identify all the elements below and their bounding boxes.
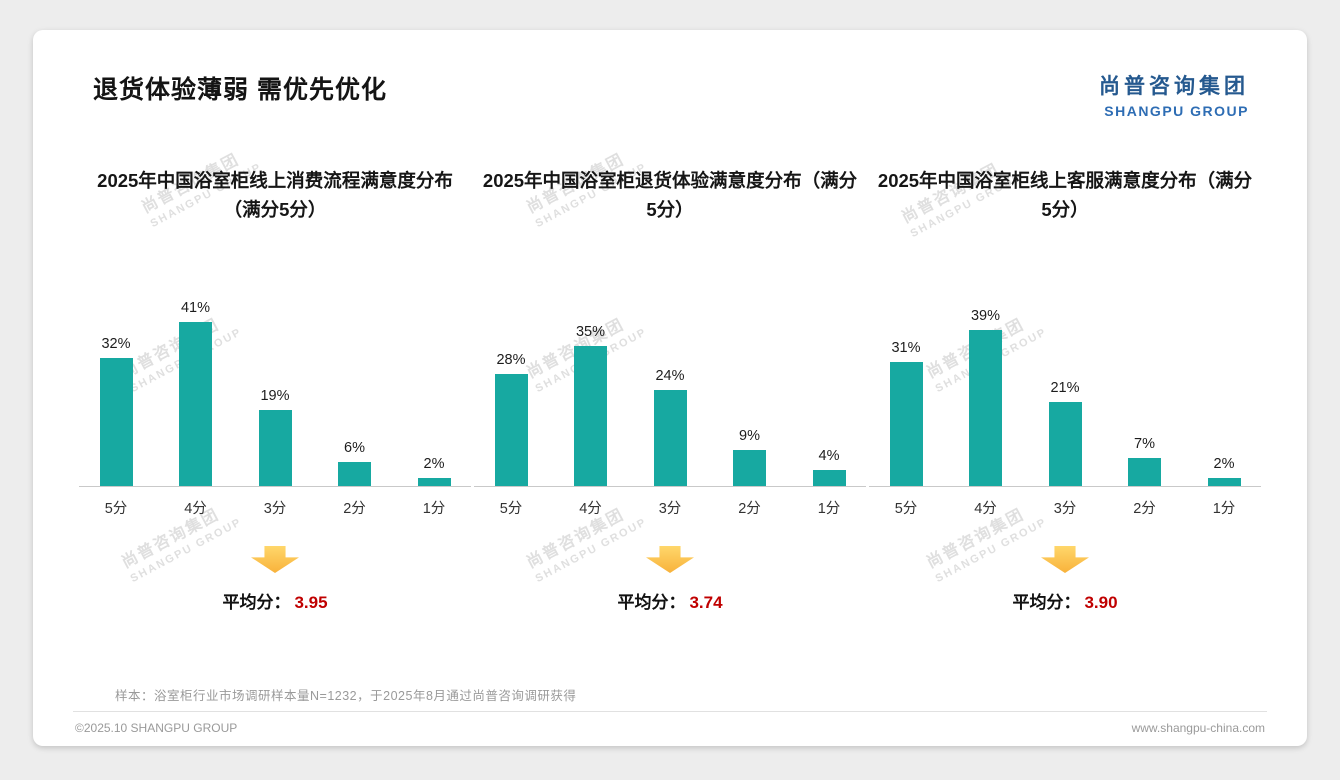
- bar: [99, 358, 133, 486]
- bar-column: 2%: [405, 456, 463, 486]
- chart-online-consumption-flow: 2025年中国浴室柜线上消费流程满意度分布（满分5分） 32% 41% 19% 6% 2…: [79, 167, 471, 613]
- page-title: 退货体验薄弱 需优先优化: [93, 76, 387, 104]
- bar-column: 39%: [957, 308, 1015, 486]
- category-label: 3分: [263, 501, 287, 517]
- average-value: 3.90: [1084, 593, 1118, 612]
- chart-title: 2025年中国浴室柜线上客服满意度分布（满分5分）: [877, 170, 1253, 220]
- chart-title: 2025年中国浴室柜线上消费流程满意度分布（满分5分）: [97, 170, 453, 220]
- bar: [1128, 458, 1161, 486]
- bars: 31% 39% 21% 7% 2%: [869, 291, 1261, 487]
- bar-column: 32%: [87, 336, 145, 486]
- bar-column: 9%: [721, 428, 779, 486]
- bar-column: 35%: [562, 324, 620, 486]
- website-link[interactable]: www.shangpu-china.com: [1131, 721, 1265, 735]
- category-label: 2分: [1133, 501, 1156, 517]
- bar-value-label: 19%: [260, 388, 290, 404]
- footer: ©2025.10 SHANGPU GROUP www.shangpu-china…: [75, 721, 1265, 735]
- category-label: 4分: [184, 501, 207, 517]
- average-label: 平均分：: [1012, 593, 1081, 612]
- bars: 32% 41% 19% 6% 2%: [79, 291, 471, 487]
- average-score: 平均分： 3.95: [222, 588, 327, 613]
- footer-divider: [73, 711, 1267, 712]
- bar: [812, 470, 846, 486]
- bar-column: 21%: [1036, 380, 1094, 486]
- down-arrow-icon: [646, 546, 694, 573]
- category-label: 1分: [817, 501, 841, 517]
- bar-value-label: 31%: [891, 340, 921, 356]
- bar-value-label: 4%: [818, 448, 840, 464]
- category-label: 4分: [579, 501, 602, 517]
- bar-column: 7%: [1116, 436, 1174, 486]
- bar: [417, 478, 451, 486]
- bar-value-label: 21%: [1050, 380, 1080, 396]
- bar: [574, 346, 607, 486]
- bar-column: 2%: [1195, 456, 1253, 486]
- bar-column: 31%: [877, 340, 935, 486]
- category-label: 3分: [658, 501, 682, 517]
- average-label: 平均分：: [222, 593, 291, 612]
- copyright-text: ©2025.10 SHANGPU GROUP: [75, 721, 238, 735]
- category-label: 5分: [499, 501, 523, 517]
- bar: [653, 390, 687, 486]
- average-value: 3.95: [294, 593, 328, 612]
- category-label: 1分: [1212, 501, 1236, 517]
- bar-value-label: 24%: [655, 368, 685, 384]
- category-labels: 5分 4分 3分 2分 1分: [474, 497, 866, 518]
- bar: [258, 410, 292, 486]
- bar-value-label: 9%: [739, 428, 760, 444]
- average-score: 平均分： 3.90: [1012, 588, 1117, 613]
- average-score: 平均分： 3.74: [617, 588, 722, 613]
- category-label: 4分: [974, 501, 997, 517]
- bar-value-label: 6%: [344, 440, 365, 456]
- bar-value-label: 39%: [970, 308, 1001, 324]
- bar-column: 6%: [326, 440, 384, 486]
- bar: [889, 362, 923, 486]
- bars: 28% 35% 24% 9% 4%: [474, 291, 866, 487]
- chart-return-experience: 2025年中国浴室柜退货体验满意度分布（满分5分） 28% 35% 24% 9% 4% …: [474, 167, 866, 613]
- bar-column: 24%: [641, 368, 699, 486]
- plot-area: 31% 39% 21% 7% 2% 5分 4分 3分 2分 1分: [869, 291, 1261, 518]
- plot-area: 28% 35% 24% 9% 4% 5分 4分 3分 2分 1分: [474, 291, 866, 518]
- bar: [494, 374, 528, 486]
- bar: [733, 450, 766, 486]
- sample-footnote: 样本：浴室柜行业市场调研样本量N=1232，于2025年8月通过尚普咨询调研获得: [115, 689, 577, 703]
- down-arrow-icon: [251, 546, 299, 573]
- plot-area: 32% 41% 19% 6% 2% 5分 4分 3分 2分 1分: [79, 291, 471, 518]
- logo-english-text: SHANGPU GROUP: [1104, 103, 1249, 119]
- bar: [1048, 402, 1082, 486]
- bar: [969, 330, 1002, 486]
- category-label: 5分: [894, 501, 918, 517]
- category-label: 3分: [1053, 501, 1077, 517]
- chart-online-customer-service: 2025年中国浴室柜线上客服满意度分布（满分5分） 31% 39% 21% 7% 2% …: [869, 167, 1261, 613]
- average-label: 平均分：: [617, 593, 686, 612]
- bar-column: 41%: [167, 300, 225, 486]
- chart-title: 2025年中国浴室柜退货体验满意度分布（满分5分）: [482, 170, 858, 220]
- bar-column: 4%: [800, 448, 858, 486]
- slide-card: 尚普咨询集团 SHANGPU GROUP 尚普咨询集团 SHANGPU GROUP 尚普…: [33, 30, 1307, 746]
- category-label: 2分: [343, 501, 366, 517]
- bar-column: 28%: [482, 352, 540, 486]
- category-label: 5分: [104, 501, 128, 517]
- charts-row: 2025年中国浴室柜线上消费流程满意度分布（满分5分） 32% 41% 19% 6% 2…: [33, 167, 1307, 613]
- category-labels: 5分 4分 3分 2分 1分: [79, 497, 471, 518]
- category-labels: 5分 4分 3分 2分 1分: [869, 497, 1261, 518]
- bar-value-label: 7%: [1134, 436, 1155, 452]
- average-value: 3.74: [689, 593, 723, 612]
- category-label: 2分: [738, 501, 761, 517]
- logo-chinese-text: 尚普咨询集团: [1099, 75, 1249, 98]
- down-arrow-icon: [1041, 546, 1089, 573]
- category-label: 1分: [422, 501, 446, 517]
- bar-value-label: 41%: [180, 300, 211, 316]
- bar: [179, 322, 212, 486]
- bar: [1207, 478, 1241, 486]
- bar-value-label: 28%: [496, 352, 526, 368]
- bar-value-label: 2%: [1213, 456, 1235, 472]
- company-logo: 尚普咨询集团 SHANGPU GROUP: [1099, 70, 1249, 119]
- bar-value-label: 35%: [575, 324, 606, 340]
- bar-column: 19%: [246, 388, 304, 486]
- header: 退货体验薄弱 需优先优化 尚普咨询集团 SHANGPU GROUP: [33, 30, 1307, 119]
- bar-value-label: 2%: [423, 456, 445, 472]
- bar-value-label: 32%: [101, 336, 131, 352]
- bar: [338, 462, 371, 486]
